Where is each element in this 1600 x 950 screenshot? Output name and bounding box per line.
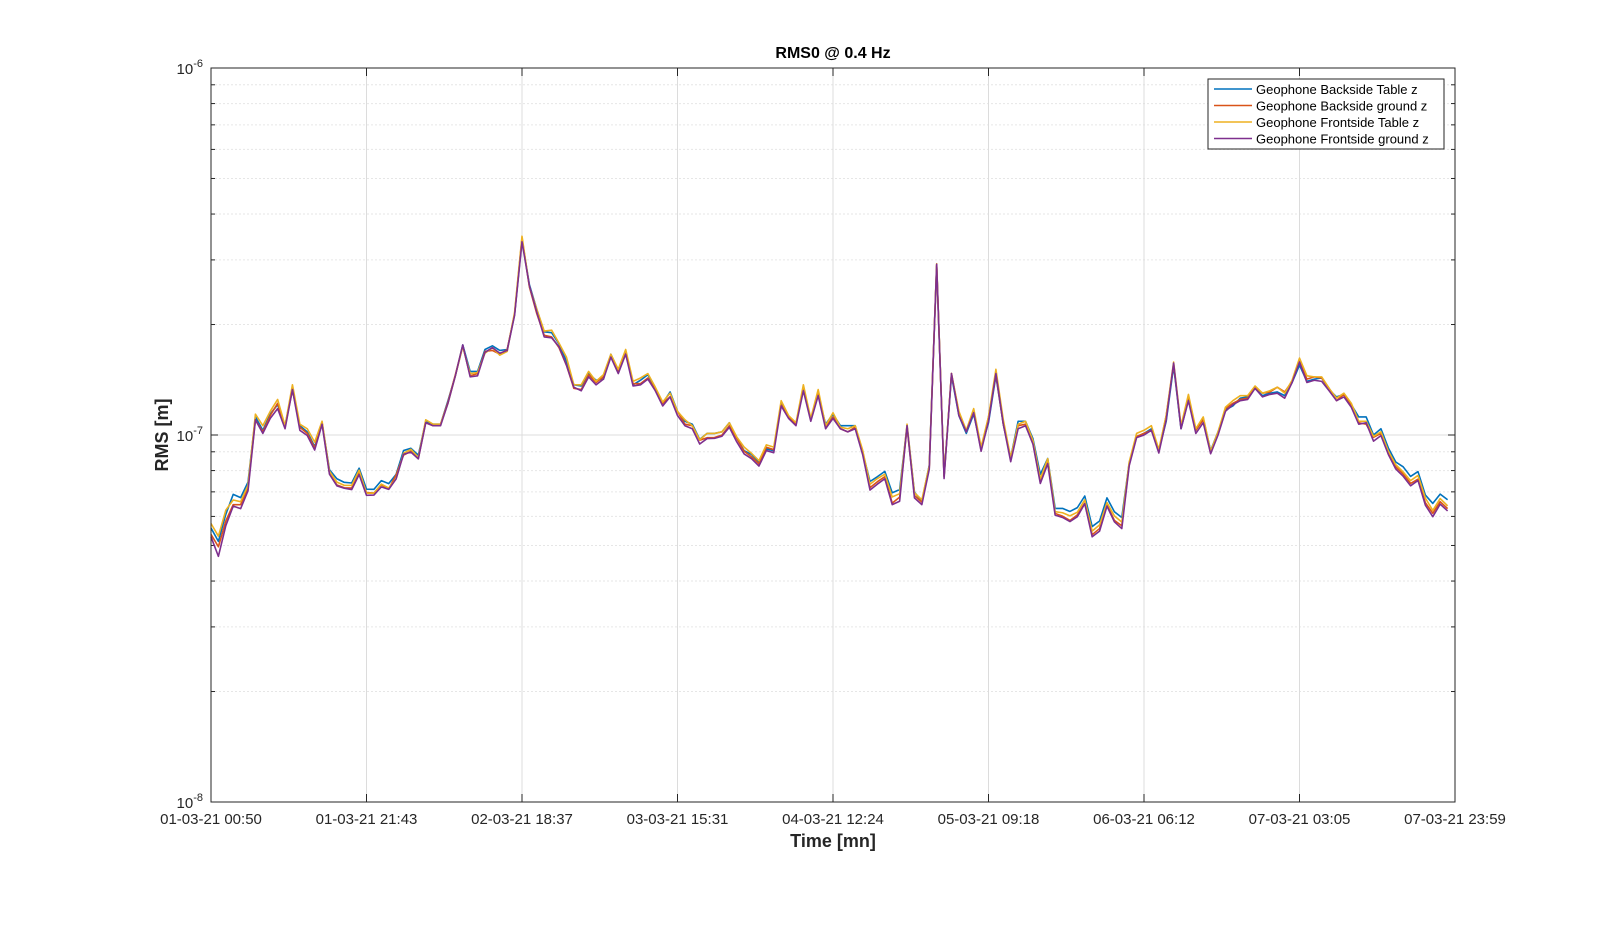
x-tick-label: 02-03-21 18:37 (471, 811, 573, 828)
y-tick-label: 10-6 (177, 58, 203, 78)
y-axis-label: RMS [m] (152, 399, 172, 472)
legend-item-label: Geophone Frontside ground z (1256, 132, 1429, 147)
legend: Geophone Backside Table z Geophone Backsi… (1207, 78, 1445, 150)
x-tick-label: 01-03-21 21:43 (316, 811, 418, 828)
x-axis-label: Time [mn] (790, 831, 876, 851)
plot-frame (210, 67, 1456, 803)
x-tick-label: 06-03-21 06:12 (1093, 811, 1195, 828)
x-tick-label: 01-03-21 00:50 (160, 811, 262, 828)
grid (211, 68, 1455, 802)
series-line-4 (210, 241, 1449, 558)
axis-ticks: 10-8 10-7 10-6 01-03-21 00:50 01-03-21 21:43… (160, 58, 1506, 828)
y-tick-label: 10-8 (177, 792, 203, 812)
series-lines (210, 235, 1449, 558)
legend-item-label: Geophone Backside Table z (1256, 82, 1418, 97)
x-tick-label: 05-03-21 09:18 (938, 811, 1040, 828)
x-tick-label: 07-03-21 23:59 (1404, 811, 1506, 828)
legend-item-label: Geophone Frontside Table z (1256, 115, 1419, 130)
series-line-1 (210, 238, 1449, 543)
series-line-3 (210, 235, 1449, 537)
x-tick-label: 03-03-21 15:31 (627, 811, 729, 828)
chart-title: RMS0 @ 0.4 Hz (775, 45, 890, 62)
legend-item-label: Geophone Backside ground z (1256, 99, 1427, 114)
x-tick-label: 07-03-21 03:05 (1249, 811, 1351, 828)
x-tick-label: 04-03-21 12:24 (782, 811, 884, 828)
y-tick-label: 10-7 (177, 425, 203, 445)
legend-box (1207, 78, 1445, 150)
